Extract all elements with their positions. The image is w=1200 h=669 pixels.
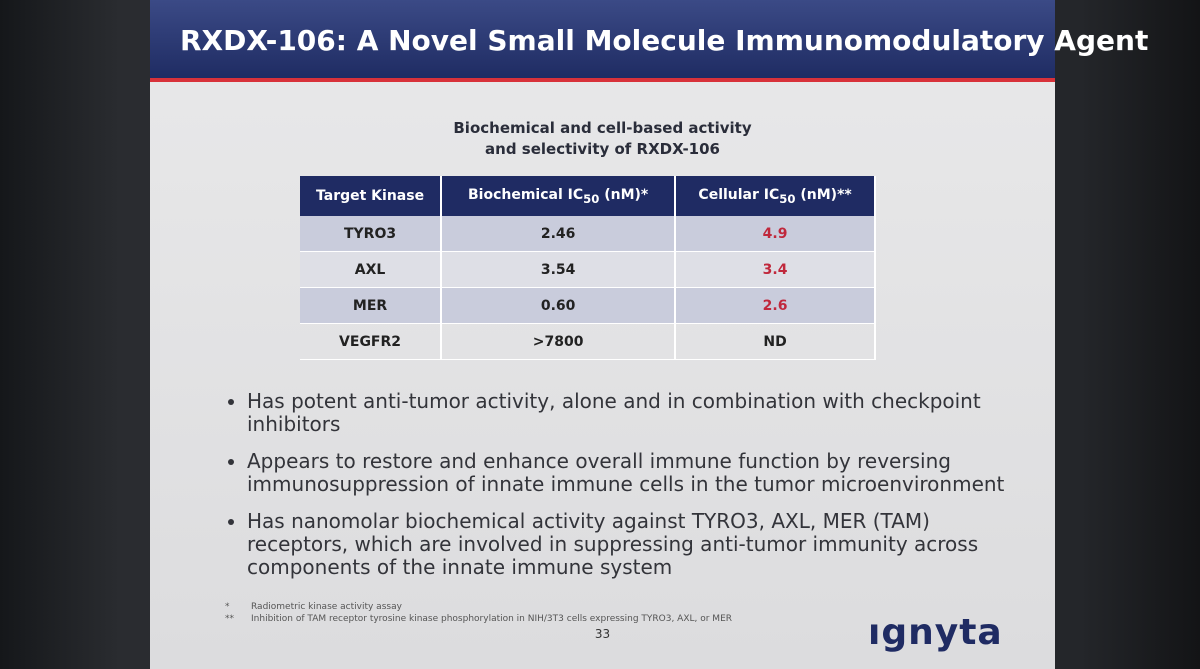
table-cell: 2.46 (441, 216, 677, 252)
column-header: Biochemical IC50 (nM)* (441, 176, 677, 216)
header-text: Cellular IC (698, 186, 780, 203)
table-cell: ND (675, 323, 876, 360)
bullet-line: Has potent anti-tumor activity, alone an… (247, 389, 981, 413)
bullet-line: components of the innate immune system (247, 555, 673, 579)
header-subscript: 50 (779, 191, 796, 206)
table-cell: 2.6 (675, 287, 876, 324)
table-caption: Biochemical and cell-based activity and … (150, 118, 1055, 160)
table-row: AXL 3.54 3.4 (300, 251, 876, 288)
bullet-line: receptors, which are involved in suppres… (247, 532, 979, 556)
table-cell: MER (300, 287, 443, 324)
table-cell: VEGFR2 (300, 323, 443, 360)
header-row: Target Kinase Biochemical IC50 (nM)* Cellu… (300, 176, 876, 216)
table-cell: 4.9 (675, 216, 876, 252)
header-text: Target Kinase (316, 188, 425, 204)
column-header: Cellular IC50 (nM)** (675, 176, 876, 216)
footnote: * Radiometric kinase activity assay (225, 601, 732, 613)
bullet-list: Has potent anti-tumor activity, alone an… (225, 390, 1047, 593)
page-number: 33 (594, 627, 611, 641)
table-cell: 3.4 (675, 251, 876, 288)
bullet: Has potent anti-tumor activity, alone an… (247, 390, 1047, 436)
table-cell: >7800 (441, 323, 677, 360)
table-cell: AXL (300, 251, 443, 288)
table-cell: 0.60 (441, 287, 677, 324)
caption-line: Biochemical and cell-based activity (453, 119, 752, 137)
header-suffix: (nM)* (599, 186, 649, 203)
title-band: RXDX-106: A Novel Small Molecule Immunom… (150, 0, 1148, 82)
column-header: Target Kinase (300, 176, 443, 216)
footnote-mark: ** (225, 614, 234, 624)
table: Target Kinase Biochemical IC50 (nM)* Cellu… (300, 176, 876, 360)
footnote-mark: * (225, 602, 230, 612)
footnote-text: Inhibition of TAM receptor tyrosine kina… (251, 614, 733, 624)
table-row: MER 0.60 2.6 (300, 287, 876, 324)
title: RXDX-106: A Novel Small Molecule Immunom… (180, 24, 1149, 57)
table-row: TYRO3 2.46 4.9 (300, 216, 876, 252)
caption-line: and selectivity of RXDX-106 (485, 140, 720, 158)
table-cell: 3.54 (441, 251, 677, 288)
footnotes: * Radiometric kinase activity assay ** Inhi… (225, 601, 732, 625)
slide: RXDX-106: A Novel Small Molecule Immunom… (150, 0, 1148, 669)
bullet: Has nanomolar biochemical activity again… (247, 510, 1047, 579)
table-cell: TYRO3 (300, 216, 443, 252)
header-suffix: (nM)** (795, 186, 852, 203)
header-text: Biochemical IC (467, 186, 584, 203)
table-row: VEGFR2 >7800 ND (300, 323, 876, 360)
bullet-line: inhibitors (247, 412, 341, 436)
bullet-line: Has nanomolar biochemical activity again… (247, 509, 930, 533)
header-subscript: 50 (583, 191, 600, 206)
bullet: Appears to restore and enhance overall i… (247, 450, 1047, 496)
bullet-line: Appears to restore and enhance overall i… (247, 449, 951, 473)
footnote-text: Radiometric kinase activity assay (251, 602, 402, 612)
footnote: ** Inhibition of TAM receptor tyrosine ki… (225, 613, 732, 625)
logo: ıgnyta (868, 612, 1003, 653)
bullet-line: immunosuppression of innate immune cells… (247, 472, 1005, 496)
